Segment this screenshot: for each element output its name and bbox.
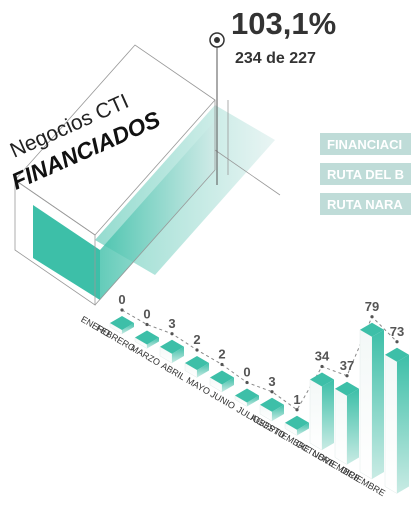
value-label: 3 [168,316,175,331]
trend-dot [195,348,199,352]
category-label: MAYO [185,375,212,397]
bar [184,356,209,378]
value-label: 0 [243,365,250,380]
trend-line [121,309,398,411]
trend-dot [395,340,399,344]
bar-right-face [122,323,134,334]
bar-right-face [172,346,184,363]
bar-right-face [297,422,309,436]
button-label[interactable]: FINANCIACI [327,137,402,152]
value-label: 0 [143,307,150,322]
button-label[interactable]: RUTA NARA [327,197,403,212]
value-label: 3 [268,374,275,389]
trend-dot [120,308,124,312]
bar-right-face [147,337,159,349]
value-label: 79 [365,299,379,314]
value-label: 73 [390,324,404,339]
bar [134,330,159,349]
trend-dot [345,374,349,378]
bar-left-face [334,388,348,465]
button-bg[interactable] [320,163,411,185]
bar-left-face [309,379,323,451]
trend-dot [295,408,299,412]
bar-right-face [197,363,209,378]
bar-left-face [359,329,373,480]
bar-right-face [272,404,284,421]
trend-dot [320,364,324,369]
bar-top [185,356,209,370]
bar-top [360,322,384,337]
bar-right-face [372,329,384,479]
bar [234,388,259,407]
bar-left-face [384,354,398,494]
bar-right-face [397,354,409,494]
bar [359,322,384,480]
value-label: 2 [218,347,225,362]
bar-top [385,347,409,362]
trend-dot [245,380,249,385]
bar [159,339,184,364]
bar-top [210,370,234,385]
button-bg[interactable] [320,193,411,215]
bar [309,372,334,451]
value-label: 37 [340,358,354,373]
bar-right-face [347,388,359,465]
trend-dot [370,315,374,319]
bar [209,370,234,393]
bar-top [285,415,309,430]
percent: 103,1% [231,6,336,41]
trend-dot [145,322,149,327]
bar-right-face [222,377,234,392]
trend-dot [220,362,224,367]
detail: 234 de 227 [235,50,316,67]
bar-right-face [322,379,334,450]
box-illustration [14,44,281,306]
pin-dot [214,37,220,43]
bar-top [135,330,159,345]
category-label: ABRIL [159,361,187,383]
bar-top [160,339,184,354]
value-label: 2 [193,332,200,347]
buttons: FINANCIACI RUTA DEL B RUTA NARA [320,133,411,215]
trend-dot [170,332,174,336]
bar-top [310,372,334,387]
bar-right-face [247,395,259,407]
value-label: 1 [293,392,300,407]
trend-dot [270,390,274,394]
bar-top [260,397,284,412]
bar [109,316,134,335]
category-label: JUNIO [209,389,237,411]
button-label[interactable]: RUTA DEL B [327,167,404,182]
bar-top [335,381,359,396]
button-bg[interactable] [320,133,411,155]
bar [284,415,309,436]
bar [259,397,284,422]
bar [384,347,409,494]
bar-top [235,388,259,403]
bar [334,381,359,465]
value-label: 0 [118,292,125,307]
bar-top [110,316,134,330]
value-label: 34 [315,349,330,364]
